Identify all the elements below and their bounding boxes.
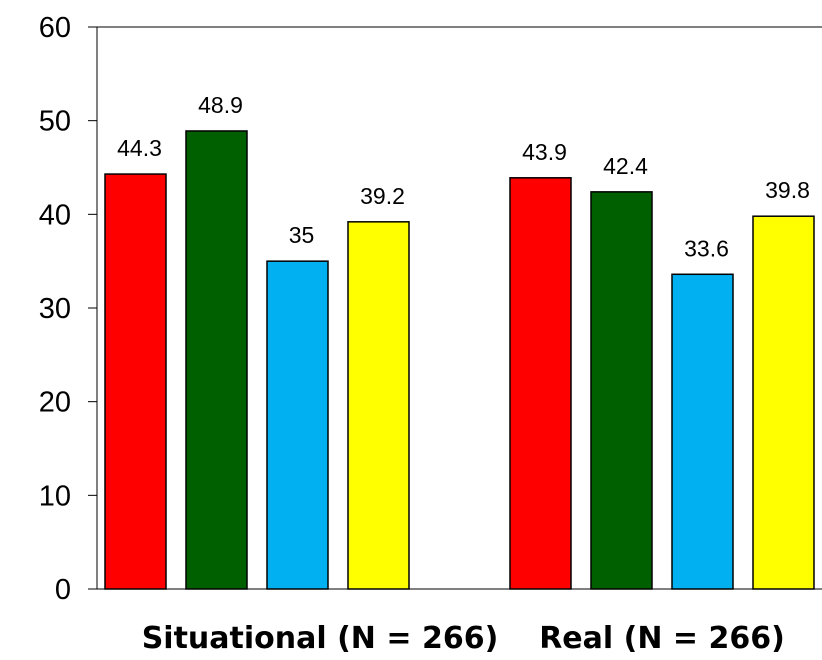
- y-tick-label: 0: [55, 574, 71, 606]
- y-tick-label: 50: [39, 106, 71, 138]
- bar: [671, 273, 734, 590]
- bar: [185, 130, 248, 590]
- data-label: 42.4: [603, 153, 648, 179]
- data-label: 44.3: [117, 135, 162, 161]
- bar: [266, 260, 329, 590]
- data-label: 39.8: [765, 177, 810, 203]
- category-label: Real (N = 266): [539, 621, 785, 656]
- data-label: 39.2: [360, 183, 405, 209]
- bar: [104, 173, 167, 590]
- y-tick-label: 20: [39, 387, 71, 419]
- bar: [509, 177, 572, 590]
- chart-bars: [104, 130, 815, 590]
- chart-category-labels: Situational (N = 266) Real (N = 266): [142, 621, 785, 656]
- y-tick-label: 10: [39, 480, 71, 512]
- data-label: 33.6: [684, 235, 729, 261]
- y-tick-label: 60: [39, 12, 71, 44]
- bar: [590, 191, 653, 590]
- data-label: 35: [289, 222, 315, 248]
- data-label: 48.9: [198, 92, 243, 118]
- bar: [752, 215, 815, 590]
- y-tick-label: 30: [39, 293, 71, 325]
- bar: [347, 221, 410, 590]
- data-label: 43.9: [522, 139, 567, 165]
- chart-data-labels: 44.3 48.9 35 39.2 43.9 42.4 33.6 39.8: [117, 92, 810, 261]
- y-tick-label: 40: [39, 199, 71, 231]
- category-label: Situational (N = 266): [142, 621, 499, 656]
